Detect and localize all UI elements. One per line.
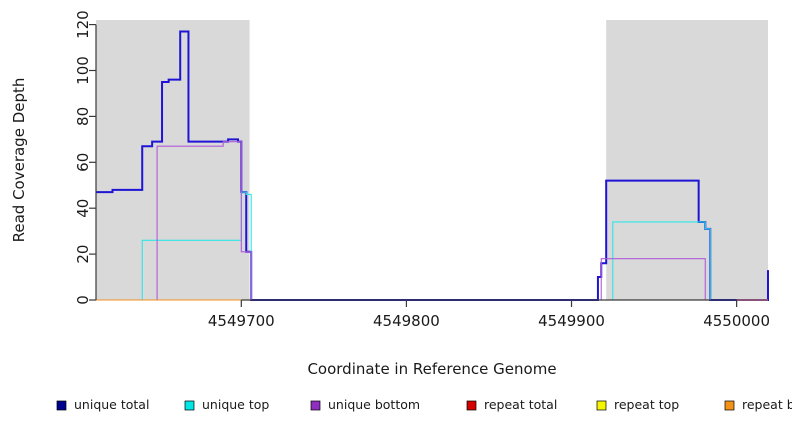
legend-label: unique total: [74, 397, 149, 412]
legend-label: repeat top: [614, 397, 679, 412]
legend-swatch-icon: [466, 400, 477, 411]
repeat-region-left: [96, 20, 250, 300]
y-axis-title: Read Coverage Depth: [10, 78, 28, 243]
legend-swatch-icon: [596, 400, 607, 411]
x-tick-label: 4550000: [703, 312, 770, 330]
repeat-region-right: [606, 20, 768, 300]
legend-swatch-icon: [724, 400, 735, 411]
y-tick-label: 80: [74, 107, 92, 126]
y-tick-label: 100: [74, 56, 92, 85]
y-tick-label: 20: [74, 245, 92, 264]
x-tick-label: 4549700: [208, 312, 275, 330]
legend-item-repeat-top: repeat top: [596, 397, 679, 412]
y-tick-label: 0: [74, 295, 92, 305]
x-tick-label: 4549900: [538, 312, 605, 330]
y-tick-label: 120: [74, 10, 92, 39]
y-tick-label: 60: [74, 153, 92, 172]
legend-item-unique-top: unique top: [184, 397, 269, 412]
y-tick-label: 40: [74, 199, 92, 218]
legend-label: unique bottom: [328, 397, 420, 412]
legend-swatch-icon: [310, 400, 321, 411]
legend-label: unique top: [202, 397, 269, 412]
legend-label: repeat total: [484, 397, 557, 412]
legend-item-repeat-bottom: repeat bottom: [724, 397, 792, 412]
series-line-unique-bottom: [96, 141, 768, 301]
legend-swatch-icon: [56, 400, 67, 411]
x-tick-label: 4549800: [373, 312, 440, 330]
tick-labels-layer: 0 20 40 60 80 100 120 4549700 4549800 4549900 4550…: [74, 10, 770, 330]
legend-label: repeat bottom: [742, 397, 792, 412]
shaded-regions-layer: [96, 20, 768, 300]
x-axis-title: Coordinate in Reference Genome: [307, 360, 556, 378]
legend-item-unique-total: unique total: [56, 397, 149, 412]
legend-swatch-icon: [184, 400, 195, 411]
legend: unique total unique top unique bottom repea…: [56, 397, 792, 412]
axes-layer: [89, 23, 738, 307]
legend-item-unique-bottom: unique bottom: [310, 397, 420, 412]
legend-item-repeat-total: repeat total: [466, 397, 557, 412]
